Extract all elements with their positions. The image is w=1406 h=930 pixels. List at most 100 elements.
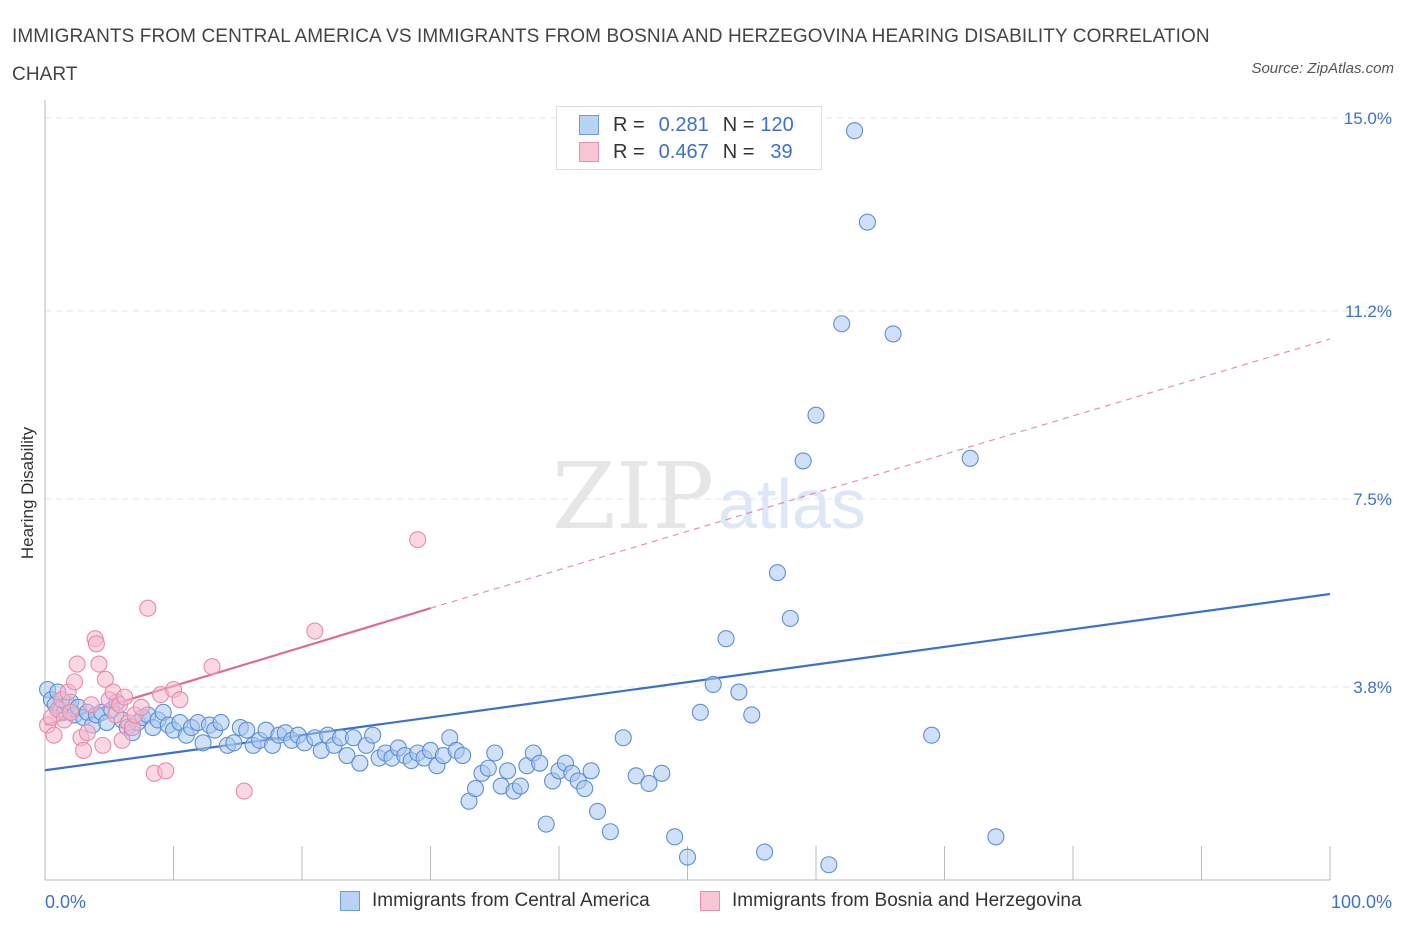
legend-item-central-america: Immigrants from Central America bbox=[340, 890, 650, 912]
legend-r-label: R = bbox=[613, 113, 645, 136]
data-point-central-america bbox=[454, 746, 472, 765]
legend-swatch-blue bbox=[340, 891, 360, 911]
x-tick-labels: 0.0% 100.0% bbox=[45, 892, 1392, 912]
data-point-bosnia-herzegovina bbox=[306, 622, 324, 640]
trend-extension-bosnia-herzegovina bbox=[430, 338, 1331, 609]
data-point-central-america bbox=[653, 764, 671, 782]
legend-r-label: R = bbox=[613, 140, 645, 163]
data-point-bosnia-herzegovina bbox=[68, 655, 86, 673]
legend-label: Immigrants from Central America bbox=[372, 890, 650, 911]
data-point-central-america bbox=[344, 729, 362, 747]
y-tick-label: 15.0% bbox=[1344, 109, 1392, 128]
legend-swatch-pink bbox=[700, 891, 720, 911]
watermark-atlas: atlas bbox=[718, 465, 866, 543]
data-point-central-america bbox=[884, 325, 902, 343]
data-point-central-america bbox=[640, 774, 658, 793]
data-point-central-america bbox=[614, 729, 632, 747]
data-point-central-america bbox=[627, 767, 645, 785]
data-point-bosnia-herzegovina bbox=[203, 658, 221, 676]
data-point-bosnia-herzegovina bbox=[171, 691, 189, 709]
data-point-bosnia-herzegovina bbox=[96, 670, 114, 688]
legend-n-label: N = bbox=[722, 140, 755, 163]
legend-row-central-america: R = 0.281 N = 120 bbox=[579, 112, 794, 138]
data-point-central-america bbox=[717, 630, 735, 648]
data-point-bosnia-herzegovina bbox=[75, 741, 93, 760]
trend-lines bbox=[44, 338, 1331, 772]
legend-label: Immigrants from Bosnia and Herzegovina bbox=[732, 890, 1082, 911]
data-point-bosnia-herzegovina bbox=[82, 696, 100, 714]
watermark: ZIP atlas bbox=[552, 443, 866, 550]
legend-n-label: N = bbox=[722, 113, 755, 136]
data-point-bosnia-herzegovina bbox=[132, 698, 150, 716]
data-point-central-america bbox=[730, 683, 748, 701]
y-tick-label: 3.8% bbox=[1353, 678, 1392, 697]
data-point-central-america bbox=[531, 754, 549, 772]
data-point-central-america bbox=[820, 856, 838, 874]
data-point-bosnia-herzegovina bbox=[235, 782, 253, 800]
data-point-bosnia-herzegovina bbox=[409, 531, 427, 549]
data-point-central-america bbox=[238, 721, 256, 739]
data-point-central-america bbox=[807, 406, 825, 424]
data-point-central-america bbox=[743, 706, 761, 724]
data-point-central-america bbox=[588, 802, 607, 820]
data-point-bosnia-herzegovina bbox=[116, 688, 134, 706]
data-point-bosnia-herzegovina bbox=[87, 635, 105, 653]
data-point-central-america bbox=[923, 726, 941, 744]
data-point-central-america bbox=[833, 315, 851, 333]
axes bbox=[44, 100, 1331, 881]
data-point-bosnia-herzegovina bbox=[113, 731, 131, 749]
data-point-central-america bbox=[961, 449, 979, 467]
x-tick-label-min: 0.0% bbox=[45, 892, 86, 912]
data-point-central-america bbox=[678, 848, 697, 866]
data-point-bosnia-herzegovina bbox=[45, 726, 63, 744]
data-point-bosnia-herzegovina bbox=[62, 703, 80, 721]
data-point-central-america bbox=[479, 759, 497, 777]
legend-r-value: 0.467 bbox=[658, 140, 709, 163]
data-point-central-america bbox=[601, 823, 619, 841]
data-point-central-america bbox=[511, 777, 530, 795]
y-tick-labels: 3.8% 7.5% 11.2% 15.0% bbox=[1344, 109, 1392, 697]
data-point-bosnia-herzegovina bbox=[94, 736, 112, 754]
legend-swatch-pink bbox=[579, 142, 599, 162]
data-point-central-america bbox=[351, 754, 369, 772]
data-point-central-america bbox=[466, 780, 485, 798]
legend-item-bosnia: Immigrants from Bosnia and Herzegovina bbox=[700, 890, 1082, 912]
watermark-zip: ZIP bbox=[552, 443, 714, 550]
data-point-central-america bbox=[858, 213, 876, 231]
legend-row-bosnia: R = 0.467 N = 39 bbox=[579, 139, 793, 165]
y-tick-label: 7.5% bbox=[1353, 490, 1392, 509]
data-point-central-america bbox=[225, 734, 243, 752]
series-legend: Immigrants from Central America Immigran… bbox=[0, 890, 1406, 916]
data-point-central-america bbox=[768, 564, 787, 582]
data-point-bosnia-herzegovina bbox=[66, 673, 84, 691]
legend-n-value: 39 bbox=[770, 140, 793, 163]
data-point-central-america bbox=[537, 815, 555, 833]
data-point-central-america bbox=[794, 452, 812, 470]
source-label: Source: ZipAtlas.com bbox=[1251, 60, 1394, 77]
legend-n-value: 120 bbox=[760, 113, 794, 136]
data-point-bosnia-herzegovina bbox=[90, 655, 108, 673]
data-point-central-america bbox=[338, 746, 356, 765]
series-bosnia-herzegovina bbox=[39, 531, 427, 800]
data-point-bosnia-herzegovina bbox=[139, 599, 157, 617]
data-point-central-america bbox=[704, 675, 722, 693]
data-point-bosnia-herzegovina bbox=[78, 724, 96, 742]
x-tick-label-max: 100.0% bbox=[1331, 892, 1392, 912]
data-point-central-america bbox=[987, 828, 1005, 846]
data-point-central-america bbox=[582, 762, 600, 780]
data-point-central-america bbox=[781, 609, 799, 627]
data-point-central-america bbox=[845, 122, 864, 140]
stats-legend: R = 0.281 N = 120 R = 0.467 N = 39 bbox=[556, 106, 822, 170]
data-point-central-america bbox=[194, 734, 212, 752]
data-point-central-america bbox=[364, 726, 382, 744]
data-point-central-america bbox=[691, 703, 709, 721]
data-point-bosnia-herzegovina bbox=[157, 762, 175, 780]
grid-lines bbox=[45, 117, 1392, 688]
legend-r-value: 0.281 bbox=[658, 113, 709, 136]
data-point-central-america bbox=[666, 828, 684, 846]
chart-title: IMMIGRANTS FROM CENTRAL AMERICA VS IMMIG… bbox=[12, 26, 1210, 85]
data-point-central-america bbox=[499, 762, 517, 780]
legend-swatch-blue bbox=[579, 115, 599, 135]
data-point-central-america bbox=[576, 780, 594, 798]
